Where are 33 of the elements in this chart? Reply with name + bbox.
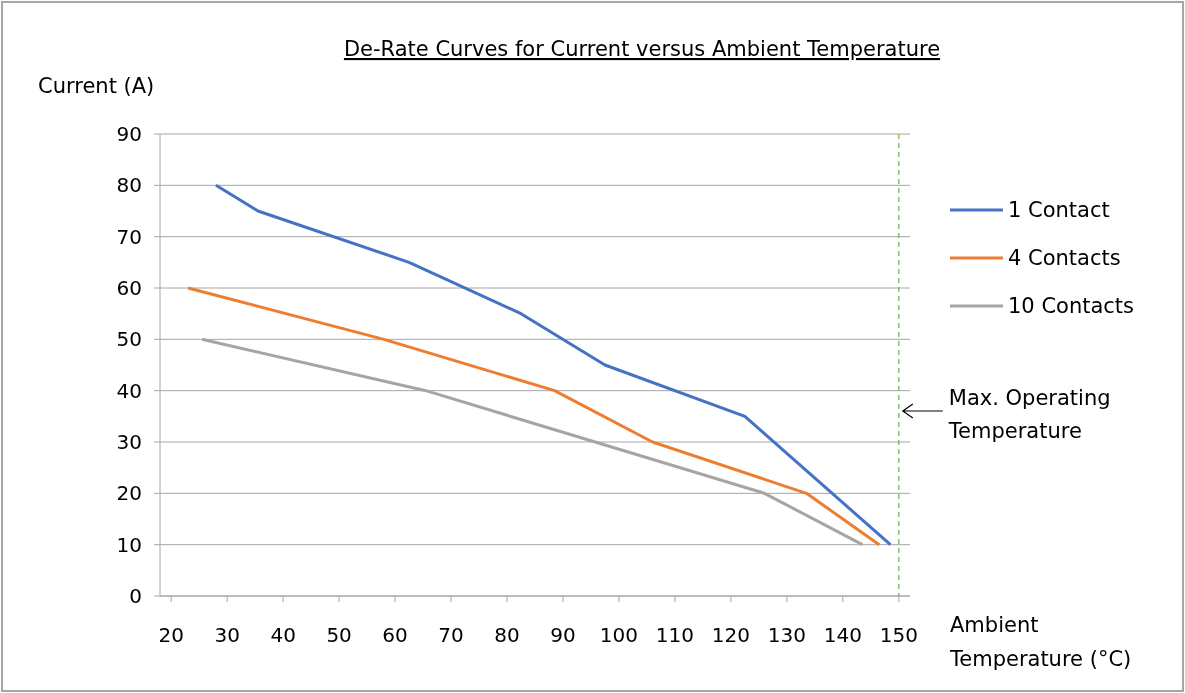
y-tick-label: 80 xyxy=(116,173,142,198)
line-series xyxy=(186,286,881,547)
x-axis-title: Ambient Temperature (°C) xyxy=(949,613,1132,671)
y-axis-title: Current (A) xyxy=(38,74,155,98)
x-tick-label: 30 xyxy=(214,623,240,647)
x-tick-label: 100 xyxy=(599,623,639,647)
x-tick-label: 90 xyxy=(550,623,576,647)
x-tick-label: 110 xyxy=(655,623,695,647)
x-tick-label: 150 xyxy=(879,623,918,647)
y-tick-label: 20 xyxy=(116,481,142,506)
y-tick-label: 0 xyxy=(129,584,142,608)
y-tick-label: 10 xyxy=(116,532,142,557)
legend-label: 1 Contact xyxy=(1008,198,1110,222)
y-tick-label: 60 xyxy=(116,276,142,300)
line-series xyxy=(214,183,892,547)
x-tick-label: 80 xyxy=(494,623,520,647)
legend-label: 10 Contacts xyxy=(1008,294,1135,318)
x-tick-label: 60 xyxy=(382,623,408,647)
x-tick-label: 130 xyxy=(767,623,806,647)
y-tick-label: 70 xyxy=(116,224,142,249)
x-tick-label: 70 xyxy=(438,623,464,647)
x-tick-label: 20 xyxy=(158,623,184,647)
x-tick-label: 140 xyxy=(823,623,862,647)
y-tick-label: 50 xyxy=(116,327,142,352)
y-tick-label: 30 xyxy=(116,430,142,454)
x-tick-label: 120 xyxy=(711,623,750,647)
chart-title: De-Rate Curves for Current versus Ambient Temperature xyxy=(343,37,941,61)
y-tick-label: 90 xyxy=(116,122,142,146)
x-tick-label: 50 xyxy=(326,623,352,647)
legend-label: 4 Contacts xyxy=(1008,246,1121,270)
y-tick-label: 40 xyxy=(116,378,142,403)
ref-line-label: Max. Operating Temperature xyxy=(947,386,1111,443)
x-tick-label: 40 xyxy=(270,623,296,647)
